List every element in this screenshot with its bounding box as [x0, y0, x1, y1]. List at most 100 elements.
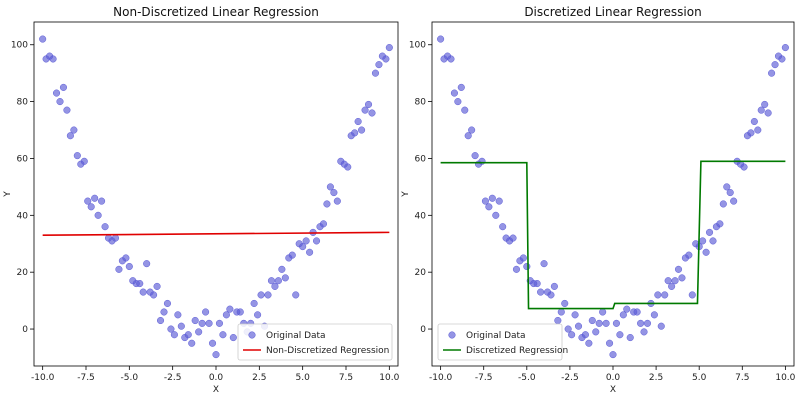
data-point [281, 274, 289, 282]
data-point [292, 291, 300, 299]
data-point [115, 265, 123, 273]
data-point [264, 291, 272, 299]
data-point [537, 288, 545, 296]
data-point [688, 291, 696, 299]
x-tick-label: 0.0 [209, 373, 224, 383]
data-point [606, 339, 614, 347]
data-point [716, 220, 724, 228]
data-point [195, 328, 203, 336]
y-tick-label: 60 [415, 154, 427, 164]
data-point [519, 254, 527, 262]
data-point [778, 55, 786, 63]
x-tick-label: 5.0 [296, 373, 311, 383]
legend-label: Discretized Regression [466, 346, 568, 356]
data-point [581, 331, 589, 339]
legend-label: Original Data [266, 331, 326, 341]
data-point [174, 311, 182, 319]
data-point [564, 325, 572, 333]
data-point [461, 106, 469, 114]
y-tick-label: 100 [409, 41, 426, 51]
data-point [674, 265, 683, 273]
data-point [616, 331, 624, 339]
data-point [271, 282, 279, 290]
data-point [344, 163, 352, 171]
x-tick-label: -5.0 [121, 373, 139, 383]
data-point [208, 339, 217, 347]
data-point [740, 163, 748, 171]
data-point [306, 248, 314, 256]
data-point [323, 200, 331, 208]
data-point [654, 291, 662, 299]
data-point [754, 126, 762, 134]
x-axis-label: X [213, 385, 219, 395]
data-point [70, 126, 78, 134]
data-point [358, 126, 366, 134]
data-point [56, 98, 64, 106]
data-point [481, 197, 489, 205]
y-tick-label: 0 [22, 325, 28, 335]
data-point [385, 44, 393, 52]
data-point [330, 189, 338, 197]
legend-marker-scatter [448, 331, 456, 339]
legend-box [237, 323, 393, 361]
plot-frame [431, 21, 795, 367]
data-point [150, 291, 158, 299]
data-point [375, 61, 383, 69]
data-point [267, 277, 276, 285]
plot-frame [33, 21, 399, 367]
x-tick-label: -7.5 [475, 373, 493, 383]
data-point [368, 109, 376, 117]
x-tick-label: 7.5 [735, 373, 749, 383]
x-tick-label: 7.5 [339, 373, 353, 383]
data-point [599, 308, 607, 316]
data-point [550, 282, 558, 290]
data-point [661, 291, 669, 299]
data-point [91, 194, 99, 202]
data-point [602, 319, 610, 327]
data-point [478, 157, 486, 165]
data-point [633, 308, 641, 316]
data-point [136, 280, 144, 288]
data-point [568, 331, 576, 339]
data-point [80, 157, 88, 165]
data-point [609, 351, 617, 359]
data-point [512, 265, 521, 273]
data-point [87, 203, 95, 211]
data-point [202, 308, 210, 316]
chart-title: Non-Discretized Linear Regression [113, 5, 319, 19]
x-tick-label: 5.0 [692, 373, 707, 383]
data-point [250, 299, 258, 308]
legend: Original Data Discretized Regression [437, 323, 568, 361]
data-point [177, 322, 185, 330]
x-tick-label: 0.0 [606, 373, 621, 383]
data-point [49, 55, 57, 63]
data-point [288, 251, 296, 259]
data-point [361, 106, 369, 114]
data-point [66, 132, 74, 140]
data-point [139, 288, 147, 296]
x-tick-label: -2.5 [164, 373, 182, 383]
data-point [364, 100, 373, 108]
data-point [302, 237, 310, 245]
data-point [730, 197, 738, 205]
data-point [571, 311, 579, 319]
data-point [101, 223, 109, 231]
data-point [468, 126, 476, 134]
data-point [229, 334, 237, 342]
data-point [212, 351, 220, 359]
y-tick-label: 0 [420, 325, 426, 335]
data-point [757, 106, 765, 114]
data-point [764, 109, 772, 117]
data-point [574, 322, 583, 330]
data-point [523, 262, 531, 271]
x-tick-label: 2.5 [649, 373, 663, 383]
y-tick-label: 80 [17, 98, 29, 108]
data-point [450, 89, 458, 97]
data-point [143, 260, 151, 268]
data-point [184, 331, 192, 339]
data-point [585, 339, 593, 347]
data-point [170, 331, 178, 339]
data-point [326, 183, 334, 191]
y-tick-label: 20 [17, 268, 29, 278]
data-point [226, 305, 234, 313]
